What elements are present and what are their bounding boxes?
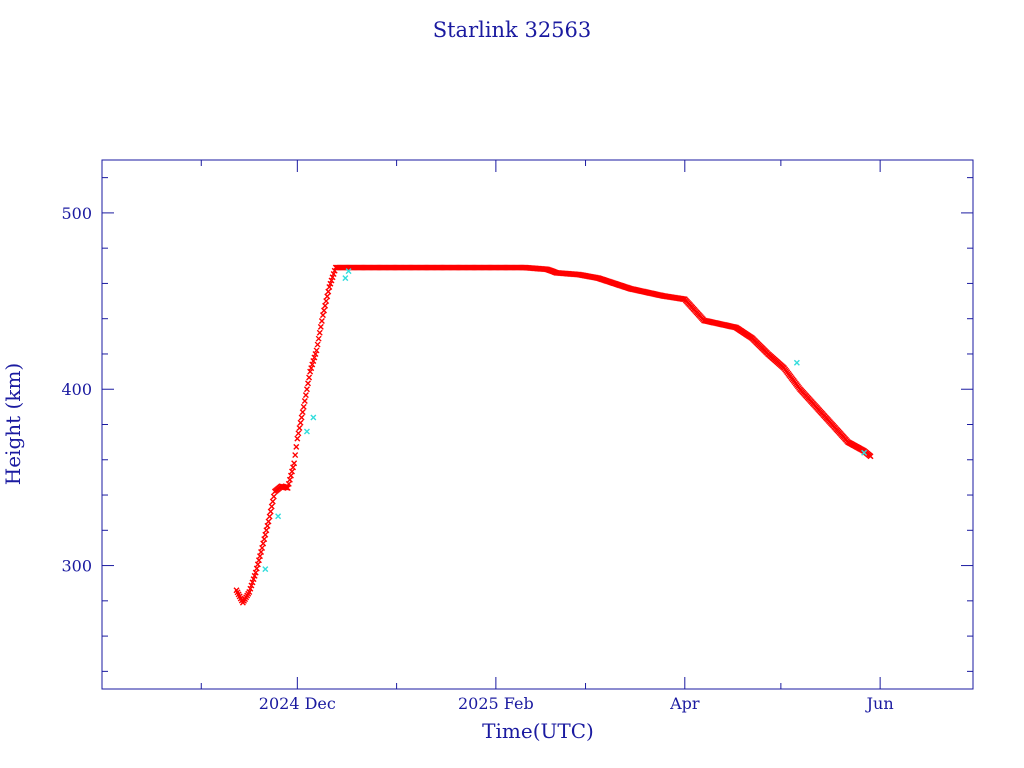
data-point (317, 323, 324, 330)
data-point (303, 428, 310, 435)
data-point (268, 503, 275, 510)
data-point (284, 484, 291, 491)
data-point (306, 374, 313, 381)
data-point (269, 498, 276, 505)
data-point (867, 453, 874, 460)
data-point (254, 561, 261, 568)
data-point (342, 275, 349, 282)
data-point (301, 397, 308, 404)
data-point (318, 318, 325, 325)
data-point (256, 553, 263, 560)
data-point (302, 392, 309, 399)
data-point (275, 513, 282, 520)
data-point (314, 341, 321, 348)
data-point (259, 544, 266, 551)
x-axis-label: Time(UTC) (482, 719, 594, 743)
data-point (252, 569, 259, 576)
data-point (267, 508, 274, 515)
data-point (266, 513, 273, 520)
data-point (310, 414, 317, 421)
data-point (313, 347, 320, 354)
y-tick-label: 400 (61, 380, 92, 399)
data-point (285, 480, 292, 487)
data-point (861, 449, 868, 456)
y-axis-label: Height (km) (1, 363, 25, 485)
series-1 (233, 264, 874, 606)
data-point (290, 464, 297, 471)
data-point (253, 565, 260, 572)
data-point (270, 493, 277, 500)
data-point (255, 557, 262, 564)
data-point (295, 430, 302, 437)
data-point (296, 425, 303, 432)
axis-ticks (102, 160, 973, 689)
data-point (261, 536, 268, 543)
data-point (292, 452, 299, 459)
x-tick-label: 2024 Dec (259, 694, 336, 713)
x-tick-label: Jun (865, 694, 894, 713)
data-point (322, 302, 329, 309)
data-point (319, 312, 326, 319)
y-tick-label: 300 (61, 557, 92, 576)
data-point (264, 522, 271, 529)
plot-frame (101, 159, 974, 690)
data-point (291, 460, 298, 467)
data-point (321, 307, 328, 314)
data-point (324, 293, 331, 300)
data-point (323, 298, 330, 305)
y-tick-label: 500 (61, 204, 92, 223)
data-point (262, 531, 269, 538)
data-point (793, 359, 800, 366)
data-point (299, 409, 306, 416)
data-point (265, 518, 272, 525)
data-point (297, 419, 304, 426)
tick-labels: 300 400 500 2024 Dec 2025 Feb Apr Jun (61, 204, 893, 713)
data-point (262, 566, 269, 573)
data-point (298, 414, 305, 421)
data-point (300, 403, 307, 410)
data-point (325, 288, 332, 295)
x-tick-label: Apr (669, 694, 700, 713)
data-point (289, 468, 295, 475)
data-point (303, 386, 310, 393)
data-point (260, 540, 267, 547)
data-point (294, 435, 301, 442)
data-point (287, 472, 294, 479)
data-points (233, 264, 874, 606)
data-point (258, 549, 265, 556)
data-point (316, 329, 323, 336)
data-point (345, 268, 352, 275)
data-point (315, 335, 322, 342)
data-point (293, 443, 300, 450)
chart-title: Starlink 32563 (433, 18, 592, 42)
data-point (305, 380, 312, 387)
series-2 (262, 268, 868, 573)
data-point (263, 527, 270, 534)
x-tick-label: 2025 Feb (458, 694, 534, 713)
data-point (286, 476, 293, 483)
